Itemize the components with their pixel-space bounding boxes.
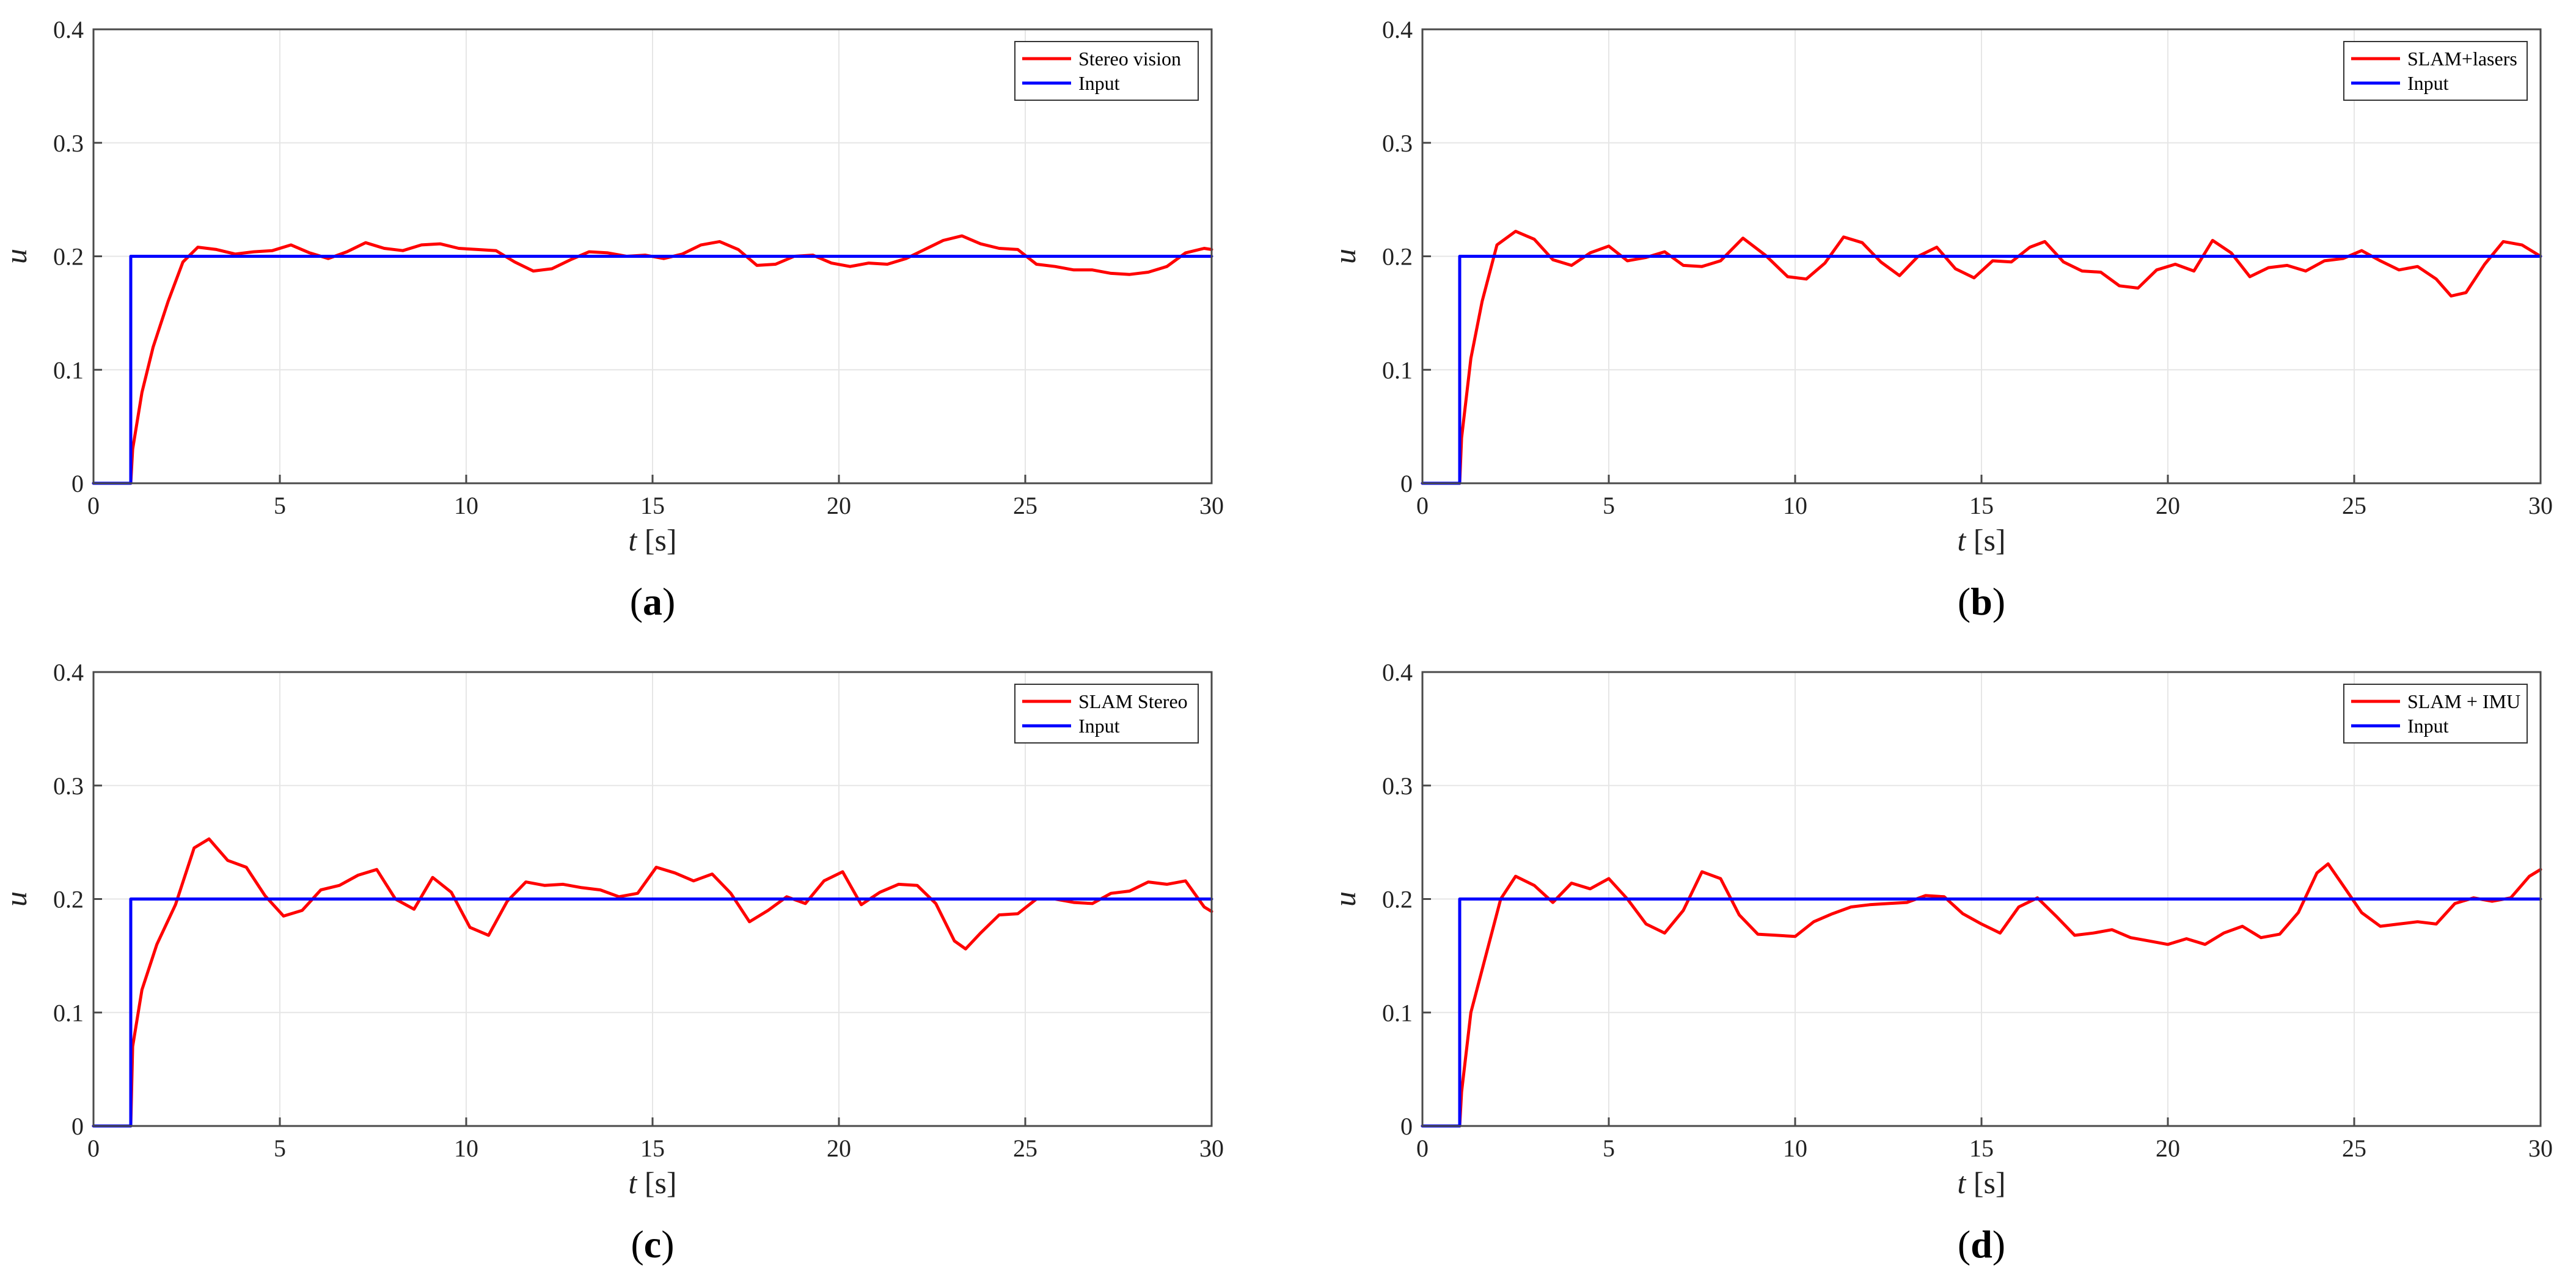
x-axis-label: t [s] [628,1166,676,1200]
legend-entry: SLAM+lasers [2407,48,2517,70]
x-axis-label: t [s] [1957,1166,2005,1200]
y-tick-label: 0.1 [1382,356,1413,384]
x-tick-label: 30 [1199,1135,1224,1162]
y-tick-label: 0.2 [53,243,84,271]
y-tick-label: 0.4 [1382,16,1413,43]
y-tick-label: 0 [1400,470,1413,497]
x-tick-label: 5 [274,492,286,519]
x-tick-label: 5 [1603,1135,1615,1162]
y-tick-label: 0.4 [53,16,84,43]
x-tick-label: 15 [640,1135,665,1162]
x-tick-label: 0 [87,1135,100,1162]
x-tick-label: 15 [640,492,665,519]
y-tick-label: 0 [1400,1113,1413,1140]
y-tick-label: 0.3 [1382,772,1413,800]
x-tick-label: 30 [2528,492,2553,519]
chart-a: 0 5 10 15 20 25 30 0 0.1 0.2 0.3 0.4 t [s] u (a) Stereo… [0,16,1224,623]
x-axis-label: t [s] [1957,523,2005,557]
x-tick-label: 10 [1783,492,1807,519]
y-tick-label: 0.4 [53,659,84,686]
series-measured-line [92,837,1213,1128]
legend: SLAM Stereo Input [1014,684,1199,744]
x-axis-label: t [s] [628,523,676,557]
legend-entry: Stereo vision [1078,48,1181,70]
y-tick-label: 0.2 [1382,243,1413,271]
y-tick-label: 0.4 [1382,659,1413,686]
panel-label: (b) [1958,580,2005,623]
y-axis-label: u [1328,249,1362,264]
x-tick-label: 20 [827,492,851,519]
x-tick-label: 0 [1416,492,1429,519]
legend-box [2343,684,2528,744]
x-tick-label: 10 [454,492,478,519]
chart-b: 0 5 10 15 20 25 30 0 0.1 0.2 0.3 0.4 t [s] u (b) SLAM+l… [1328,16,2553,623]
legend-entry: SLAM Stereo [1078,690,1188,712]
x-tick-label: 5 [1603,492,1615,519]
x-tick-label: 15 [1969,1135,1994,1162]
x-tick-label: 0 [87,492,100,519]
y-tick-label: 0.3 [1382,130,1413,157]
panel-label: (d) [1958,1223,2005,1266]
legend-entry: Input [1078,72,1120,94]
legend: SLAM + IMU Input [2343,684,2528,744]
y-axis-label: u [0,891,33,907]
y-tick-label: 0.2 [53,886,84,913]
y-tick-label: 0.3 [53,772,84,800]
x-tick-label: 25 [1013,492,1037,519]
y-axis-label: u [1328,891,1362,907]
legend-entry: Input [1078,715,1120,737]
y-axis-label: u [0,249,33,264]
legend-entry: Input [2407,72,2449,94]
y-tick-label: 0.1 [53,999,84,1026]
y-tick-label: 0 [71,470,84,497]
x-tick-label: 30 [2528,1135,2553,1162]
legend-entry: Input [2407,715,2449,737]
chart-c: 0 5 10 15 20 25 30 0 0.1 0.2 0.3 0.4 t [s] u (c) SLAM S… [0,659,1224,1266]
x-tick-label: 5 [274,1135,286,1162]
x-tick-label: 20 [2156,1135,2180,1162]
legend-entry: SLAM + IMU [2407,690,2520,712]
chart-d: 0 5 10 15 20 25 30 0 0.1 0.2 0.3 0.4 t [s] u (d) SLAM +… [1328,659,2553,1266]
x-tick-label: 15 [1969,492,1994,519]
y-tick-label: 0.3 [53,130,84,157]
x-tick-label: 25 [1013,1135,1037,1162]
legend-box [1014,41,1199,101]
x-tick-label: 0 [1416,1135,1429,1162]
x-tick-label: 25 [2342,1135,2366,1162]
x-tick-label: 10 [454,1135,478,1162]
legend-box [1014,684,1199,744]
y-tick-label: 0.2 [1382,886,1413,913]
x-tick-label: 30 [1199,492,1224,519]
x-tick-label: 20 [2156,492,2180,519]
x-tick-label: 10 [1783,1135,1807,1162]
y-tick-label: 0 [71,1113,84,1140]
series-measured-line [1421,862,2542,1128]
y-tick-label: 0.1 [1382,999,1413,1026]
panel-label: (a) [630,580,676,623]
x-tick-label: 25 [2342,492,2366,519]
x-tick-label: 20 [827,1135,851,1162]
panel-label: (c) [631,1223,674,1266]
series-measured-line [1421,230,2542,485]
legend-box [2343,41,2528,101]
y-tick-label: 0.1 [53,356,84,384]
